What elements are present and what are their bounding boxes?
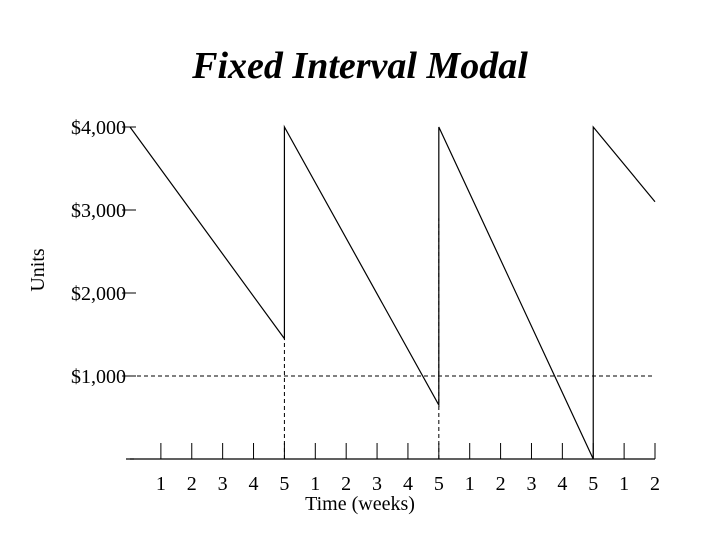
x-tick-label: 2 <box>187 473 197 495</box>
x-tick-label: 5 <box>434 473 444 495</box>
x-tick-label: 1 <box>310 473 320 495</box>
x-tick-label: 1 <box>619 473 629 495</box>
x-tick-label: 4 <box>249 473 259 495</box>
y-tick-label: $3,000 <box>71 200 126 222</box>
x-tick-label: 2 <box>496 473 506 495</box>
y-tick-label: $4,000 <box>71 117 126 139</box>
x-tick-label: 3 <box>372 473 382 495</box>
x-tick-label: 4 <box>557 473 567 495</box>
y-tick-label: $1,000 <box>71 366 126 388</box>
x-tick-label: 3 <box>218 473 228 495</box>
x-tick-label: 4 <box>403 473 413 495</box>
x-tick-label: 1 <box>465 473 475 495</box>
x-tick-label: 2 <box>341 473 351 495</box>
x-axis-title: Time (weeks) <box>305 493 415 515</box>
x-tick-label: 5 <box>279 473 289 495</box>
x-tick-label: 2 <box>650 473 660 495</box>
x-tick-label: 3 <box>526 473 536 495</box>
chart-title: Fixed Interval Modal <box>191 45 528 87</box>
y-axis-title: Units <box>27 248 49 292</box>
x-tick-label: 5 <box>588 473 598 495</box>
x-tick-label: 1 <box>156 473 166 495</box>
series-line <box>129 124 656 460</box>
y-tick-label: $2,000 <box>71 283 126 305</box>
